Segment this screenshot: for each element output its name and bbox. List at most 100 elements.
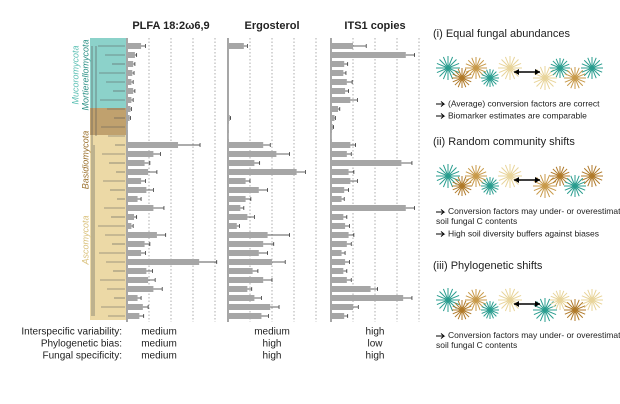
hypha [536,185,546,195]
hypha [481,185,491,190]
bar [331,52,406,58]
hypha [486,301,491,311]
hypha [574,299,580,311]
bar [331,223,346,229]
hypha [552,292,561,301]
hypha [509,294,522,301]
scenario-title: (ii) Random community shifts [433,136,575,148]
fungus-icon [436,288,460,312]
bar [127,97,132,103]
bar [127,124,128,130]
text-line: soil fungal C contents [436,216,517,226]
hypha [574,305,586,311]
hypha [574,309,580,321]
fungus-icon [436,56,460,80]
bar [331,97,351,103]
hypha [591,299,601,309]
hypha [452,309,463,315]
hypha [544,77,551,90]
hypha [581,175,593,181]
fungus-icon [533,298,557,322]
hypha [544,174,551,187]
bar [331,151,347,157]
hypha [587,67,593,79]
bar [127,313,140,319]
hypha [559,168,568,177]
hypha [447,175,454,188]
hypha [475,165,481,177]
hypha [509,175,516,188]
hypha [465,299,477,305]
fungus-icon [465,289,487,311]
hypha [552,299,561,308]
hypha [439,299,449,309]
hypha [501,291,511,301]
hypha [574,73,586,79]
bar [228,187,259,193]
scenarios: (i) Equal fungal abundances (Average) con… [433,28,620,350]
hypha [483,77,491,85]
hypha [539,185,546,198]
row-label: Fungal specificity: [43,351,122,362]
hypha [465,295,477,301]
bar [331,286,371,292]
hypha [442,175,449,188]
hypha [467,299,477,309]
bar [127,88,134,94]
hypha [574,69,584,79]
hypha [439,59,449,69]
hypha [509,170,522,177]
fungus-icon [564,299,586,321]
bar [127,277,149,283]
bar [331,214,344,220]
cell: medium [254,327,290,338]
hypha [552,168,561,177]
hypha [566,185,576,195]
hypha [454,302,463,311]
hypha [504,288,511,301]
hypha [489,306,499,311]
fungus-icon [581,165,603,187]
hypha [559,60,568,69]
hypha [559,299,565,310]
bar [127,79,132,85]
hypha [475,59,485,69]
bullet-arrow [436,231,446,237]
hypha [552,67,561,76]
clade-label: Mucoromycota [70,45,80,104]
cell: low [367,339,383,350]
bar [127,169,149,175]
hypha [555,166,561,177]
hypha [544,298,551,311]
hypha [587,299,593,311]
hypha [591,299,603,305]
hypha [536,77,546,87]
bar [331,79,347,85]
hypha [559,175,565,186]
hypha [509,67,516,80]
hypha [533,185,546,192]
hypha [452,73,463,79]
hypha [452,185,463,191]
hypha [447,164,454,177]
bar [127,223,132,229]
hypha [570,299,576,311]
bar [127,115,130,121]
hypha [570,175,576,187]
bar [331,304,353,310]
bar [228,250,259,256]
hypha [489,185,497,193]
fungus-icon [533,66,557,90]
hypha [501,175,511,185]
hypha [447,299,460,306]
fungus-icon [498,288,522,312]
hypha [447,56,454,69]
hypha [471,67,477,79]
hypha [489,309,499,314]
hypha [501,59,511,69]
hypha [591,167,601,177]
hypha [454,77,463,86]
hypha [481,182,491,187]
hypha [581,67,593,73]
hypha [583,299,593,309]
